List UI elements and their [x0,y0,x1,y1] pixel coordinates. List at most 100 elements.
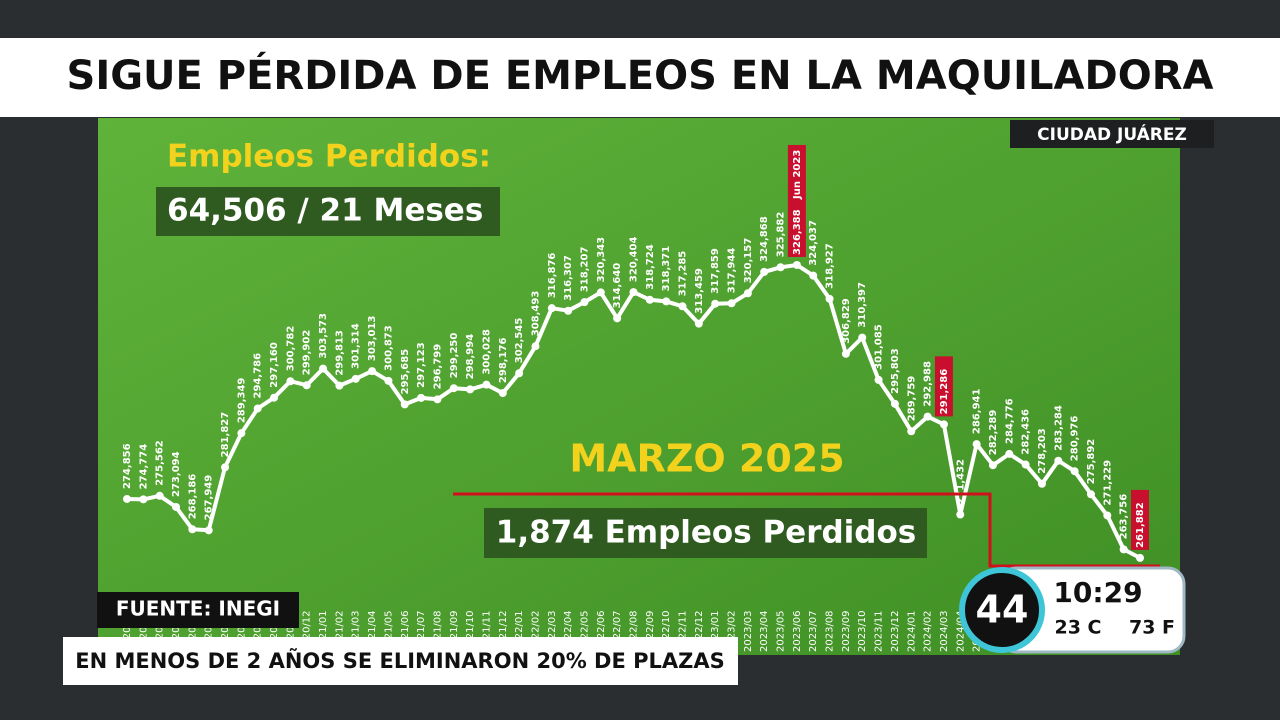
x-tick-label: 2021/05 [383,610,394,652]
data-point [482,380,491,389]
value-label: 318,724 [645,244,656,290]
value-label: 298,994 [465,334,476,380]
value-label: 275,562 [155,440,166,486]
data-point [760,267,769,276]
x-tick-label: 2021/09 [449,610,460,652]
data-point [662,297,671,306]
data-point [564,306,573,315]
highlight-note: Jun 2023 [792,150,803,200]
x-tick-label: 2023/04 [759,610,770,652]
data-point [270,393,279,402]
data-point [923,412,932,421]
x-tick-label: 2022/04 [563,610,574,652]
x-tick-label: 2023/09 [841,610,852,652]
value-label: 284,776 [1004,398,1015,444]
value-label: 268,186 [187,474,198,520]
value-label: 281,827 [220,412,231,458]
data-point [547,304,556,313]
value-label: 299,902 [302,330,313,376]
channel: 44 [976,588,1029,632]
value-label: 295,803 [890,348,901,394]
data-point [1070,467,1079,476]
value-label: 316,307 [563,255,574,301]
data-point [1037,479,1046,488]
chart-title: Empleos Perdidos: [167,139,491,175]
data-point [204,526,213,535]
data-point [939,420,948,429]
x-tick-label: 2022/10 [661,610,672,652]
x-tick-label: 2024/02 [923,610,934,652]
x-tick-label: 2020/05 [187,610,198,652]
annotation-box [484,508,927,558]
x-tick-label: 2020/03 [155,610,166,652]
location: CIUDAD JUÁREZ [1037,123,1187,145]
data-point [580,298,589,307]
highlight-box [787,144,806,257]
x-tick-label: 2020/01 [122,610,133,652]
value-label: 308,493 [530,291,541,337]
value-label: 310,397 [857,282,868,328]
value-label: 283,284 [1053,405,1064,451]
value-label: 299,250 [449,333,460,379]
data-point [743,289,752,298]
time: 10:29 [1053,576,1142,609]
value-label: 303,573 [318,313,329,359]
plot: 274,856 2020/01 274,774 2020/02 275,562 2020/… [122,144,1149,652]
data-point [368,367,377,376]
x-tick-label: 2021/04 [367,610,378,652]
x-tick-label: 2023/10 [857,610,868,652]
data-point [351,374,360,383]
data-point [253,404,262,413]
x-tick-label: 2023/05 [776,610,787,652]
data-point [678,302,687,311]
data-point [123,494,131,503]
x-tick-label: 2021/07 [416,610,427,652]
value-label: 320,343 [596,237,607,283]
highlight-box [934,356,953,417]
value-label: 261,882 [1135,502,1146,548]
x-tick-label: 2022/08 [629,610,640,652]
x-tick-label: 2023/01 [710,610,721,652]
value-label: 301,085 [874,324,885,370]
value-label: 278,203 [1037,428,1048,474]
x-tick-label: 2021/10 [465,610,476,652]
value-label: 300,873 [383,325,394,371]
value-label: 296,799 [432,344,443,390]
value-label: 299,813 [334,330,345,376]
value-label: 271,432 [955,459,966,505]
x-tick-label: 2020/12 [302,610,313,652]
x-tick-label: 2024/03 [939,610,950,652]
data-point [841,349,850,358]
data-point [531,342,540,351]
x-tick-label: 2023/03 [743,610,754,652]
data-point [972,440,981,449]
caption: EN MENOS DE 2 AÑOS SE ELIMINARON 20% DE … [75,648,725,673]
x-tick-label: 2022/05 [579,610,590,652]
data-point [417,393,426,402]
x-tick-label: 2023/08 [825,610,836,652]
x-tick-label: 2023/02 [727,610,738,652]
data-point [400,400,409,409]
value-label: 302,545 [514,318,525,364]
x-tick-label: 2021/02 [334,610,345,652]
data-point [825,294,834,303]
value-label: 317,285 [678,251,689,297]
data-point [694,319,703,328]
annotation-text: 1,874 Empleos Perdidos [496,515,917,551]
x-tick-label: 2022/12 [694,610,705,652]
highlight-box [1131,489,1149,550]
caption-bar [63,637,738,685]
data-point [286,377,295,386]
value-label: 291,286 [939,369,950,415]
x-tick-label: 2020/10 [269,610,280,652]
value-label: 317,944 [727,248,738,294]
annotation-line [453,492,1160,568]
x-tick-label: 2022/06 [596,610,607,652]
value-label: 280,976 [1070,416,1081,462]
x-tick-label: 2023/06 [792,610,803,652]
value-label: 274,856 [122,443,133,489]
x-tick-label: 2023/12 [890,610,901,652]
x-tick-label: 2020/07 [220,610,231,652]
x-tick-label: 2021/08 [432,610,443,652]
data-point [988,461,997,470]
